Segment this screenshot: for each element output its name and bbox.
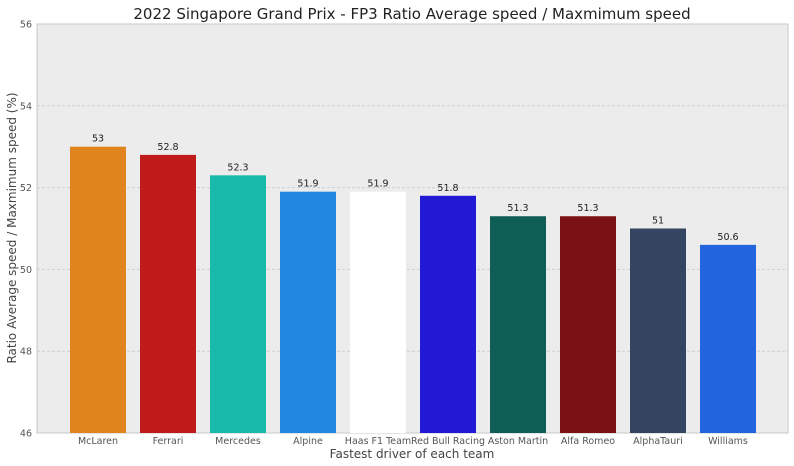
data-labels: 53 52.8 52.3 51.9 51.9 51.8 51.3 51.3 51 50.6 (92, 134, 739, 243)
x-axis-ticks: McLaren Ferrari Mercedes Alpine Haas F1 Team… (78, 436, 748, 447)
data-label: 51.3 (507, 203, 528, 214)
x-tick-label: Williams (708, 436, 748, 447)
chart-title: 2022 Singapore Grand Prix - FP3 Ratio Av… (133, 5, 690, 23)
y-tick-label: 52 (20, 183, 32, 194)
data-label: 50.6 (717, 232, 738, 243)
bars (70, 146, 756, 433)
y-axis-ticks: 46 48 50 52 54 56 (20, 20, 32, 440)
x-tick-label: Haas F1 Team (345, 436, 411, 447)
data-label: 52.3 (227, 162, 248, 173)
y-tick-label: 46 (20, 429, 32, 440)
bar-mclaren (70, 146, 126, 433)
bar-alfa-romeo (560, 216, 616, 433)
x-tick-label: Aston Martin (488, 436, 548, 447)
x-axis-label: Fastest driver of each team (330, 447, 495, 461)
bar-ferrari (140, 154, 196, 433)
bar-haas-f1-team (350, 191, 406, 433)
x-tick-label: Alpine (293, 436, 323, 447)
x-tick-label: AlphaTauri (633, 436, 683, 447)
y-tick-label: 54 (20, 101, 32, 112)
y-tick-label: 56 (20, 20, 32, 31)
data-label: 53 (92, 134, 104, 145)
y-tick-label: 48 (20, 347, 32, 358)
data-label: 51.3 (577, 203, 598, 214)
y-tick-label: 50 (20, 265, 32, 276)
x-tick-label: Ferrari (153, 436, 184, 447)
data-label: 51.9 (367, 179, 388, 190)
data-label: 51.9 (297, 179, 318, 190)
x-tick-label: Alfa Romeo (561, 436, 615, 447)
x-tick-label: McLaren (78, 436, 118, 447)
data-label: 51 (652, 216, 664, 227)
x-tick-label: Mercedes (215, 436, 261, 447)
bar-mercedes (210, 175, 266, 433)
y-axis-label: Ratio Average speed / Maxmimum speed (%) (5, 92, 19, 363)
bar-aston-martin (490, 216, 546, 433)
x-tick-label: Red Bull Racing (411, 436, 485, 447)
data-label: 51.8 (437, 183, 458, 194)
bar-williams (700, 244, 756, 433)
data-label: 52.8 (157, 142, 178, 153)
bar-alphatauri (630, 228, 686, 433)
bar-red-bull-racing (420, 195, 476, 433)
bar-alpine (280, 191, 336, 433)
